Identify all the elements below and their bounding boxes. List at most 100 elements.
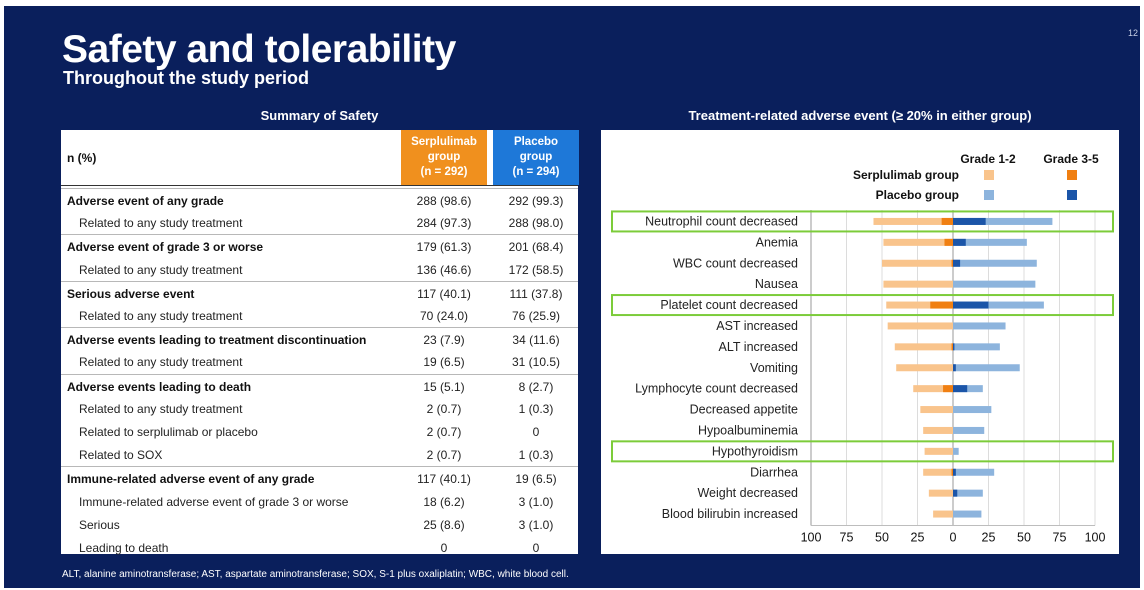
header-serplulimab-line3: (n = 292) [420,166,468,178]
table-row: Related to any study treatment 136 (46.6)… [61,258,578,281]
placebo-value: 172 (58.5) [508,262,564,277]
bar-placebo-grade-1-2 [953,489,983,497]
bar-placebo-grade-3-5 [953,364,956,372]
category-label: Neutrophil count decreased [645,214,798,228]
bar-serplulimab-grade-1-2 [923,426,953,434]
header-placebo-line1: Placebo [513,136,559,148]
bar-serplulimab-grade-1-2 [928,489,953,497]
bar-placebo-grade-1-2 [953,322,1006,330]
bar-placebo-grade-1-2 [953,406,992,414]
x-tick-label: 50 [1017,531,1031,545]
bar-serplulimab-grade-1-2 [923,468,953,476]
bar-serplulimab-grade-1-2 [883,238,953,246]
table-row: Related to any study treatment 284 (97.3)… [61,211,578,234]
serplulimab-value: 18 (6.2) [423,494,465,509]
bar-serplulimab-grade-1-2 [873,217,953,225]
row-label: Immune-related adverse event of any grad… [67,472,315,487]
legend-swatch-grade-3-5 [1067,170,1077,180]
x-tick-label: 75 [1053,531,1067,545]
row-label: Adverse event of any grade [67,194,224,208]
table-row: Related to any study treatment 2 (0.7) 1 (… [61,397,578,420]
table-row: Related to SOX 2 (0.7) 1 (0.3) [61,443,578,466]
placebo-value: 0 [532,541,540,555]
bar-serplulimab-grade-1-2 [894,343,953,351]
row-label: Adverse event of grade 3 or worse [67,240,264,255]
placebo-value: 19 (6.5) [515,472,557,487]
serplulimab-value: 179 (61.3) [416,240,472,255]
placebo-value: 288 (98.0) [508,216,564,231]
placebo-value: 76 (25.9) [511,309,561,323]
serplulimab-value: 70 (24.0) [419,309,469,323]
category-label: Diarrhea [750,465,798,479]
bar-placebo-grade-3-5 [953,301,989,309]
bar-placebo-grade-1-2 [953,426,985,434]
highlight-box [611,210,1114,233]
table-row: Adverse event of any grade 288 (98.6) 292 … [61,188,578,212]
placebo-value: 111 (37.8) [509,286,563,301]
x-tick-label: 100 [801,531,822,545]
bar-serplulimab-grade-1-2 [933,510,953,518]
category-label: Hypothyroidism [712,444,798,458]
safety-summary-table: n (%) Serplulimab group (n = 292) Placeb… [61,130,579,555]
bar-serplulimab-grade-3-5 [951,259,953,267]
bar-placebo-grade-3-5 [953,489,958,497]
legend-swatch-grade-3-5 [1067,190,1077,200]
bar-serplulimab-grade-3-5 [930,301,953,309]
serplulimab-value: 284 (97.3) [416,216,472,231]
category-label: Platelet count decreased [660,298,798,312]
serplulimab-value: 25 (8.6) [423,517,465,532]
bar-serplulimab-grade-1-2 [886,301,953,309]
placebo-value: 8 (2.7) [518,379,554,394]
bar-placebo-grade-1-2 [953,447,959,455]
page-number: 12 [1128,28,1139,38]
x-tick-label: 25 [982,531,996,545]
placebo-value: 1 (0.3) [518,448,554,463]
bar-placebo-grade-3-5 [953,238,966,246]
placebo-value: 1 (0.3) [518,401,554,416]
serplulimab-value: 117 (40.1) [417,286,471,301]
bar-serplulimab-grade-3-5 [951,468,953,476]
serplulimab-value: 136 (46.6) [416,262,472,277]
placebo-value: 3 (1.0) [518,494,554,509]
slide-title: Safety and tolerability [62,28,456,71]
legend-grade-1-2-label: Grade 1-2 [960,152,1016,166]
legend-swatch-grade-1-2 [984,170,994,180]
row-label: Serious adverse event [67,286,195,301]
category-label: AST increased [716,319,798,333]
row-label: Related to any study treatment [79,262,243,277]
serplulimab-value: 2 (0.7) [426,401,462,416]
bar-placebo-grade-3-5 [953,385,968,393]
bar-serplulimab-grade-1-2 [896,364,953,372]
row-label: Related to serplulimab or placebo [79,425,258,439]
row-label: Serious [79,517,120,532]
x-tick-label: 0 [950,531,957,545]
category-label: ALT increased [719,340,798,354]
adverse-event-chart-svg: Grade 1-2 Grade 3-5 Serplulimab group Place… [611,152,1114,545]
table-row: Serious 25 (8.6) 3 (1.0) [61,513,578,536]
slide-subtitle: Throughout the study period [63,68,309,88]
category-label: Nausea [755,277,798,291]
table-row: Related to any study treatment 70 (24.0) 7… [61,304,578,327]
table-section-title: Summary of Safety [260,108,379,123]
placebo-value: 0 [532,425,540,439]
serplulimab-value: 15 (5.1) [423,379,465,394]
bar-placebo-grade-3-5 [953,468,956,476]
category-label: Lymphocyte count decreased [635,382,798,396]
category-label: Weight decreased [697,486,798,500]
row-label: Related to SOX [79,448,163,463]
placebo-value: 31 (10.5) [511,355,561,370]
header-label: n (%) [67,151,97,165]
category-label: Decreased appetite [690,403,798,417]
category-label: Hypoalbuminemia [698,423,798,437]
table-row: Immune-related adverse event of grade 3 … [61,490,578,513]
row-label: Related to any study treatment [79,216,243,231]
table-row: Adverse events leading to death 15 (5.1) 8… [61,373,578,398]
serplulimab-value: 117 (40.1) [417,472,471,487]
x-tick-label: 100 [1085,531,1106,545]
bar-serplulimab-grade-1-2 [920,406,953,414]
placebo-value: 201 (68.4) [508,240,564,255]
category-label: Vomiting [750,361,798,375]
bar-serplulimab-grade-1-2 [924,447,953,455]
bar-placebo-grade-1-2 [953,217,1053,225]
bar-serplulimab-grade-1-2 [883,280,953,288]
